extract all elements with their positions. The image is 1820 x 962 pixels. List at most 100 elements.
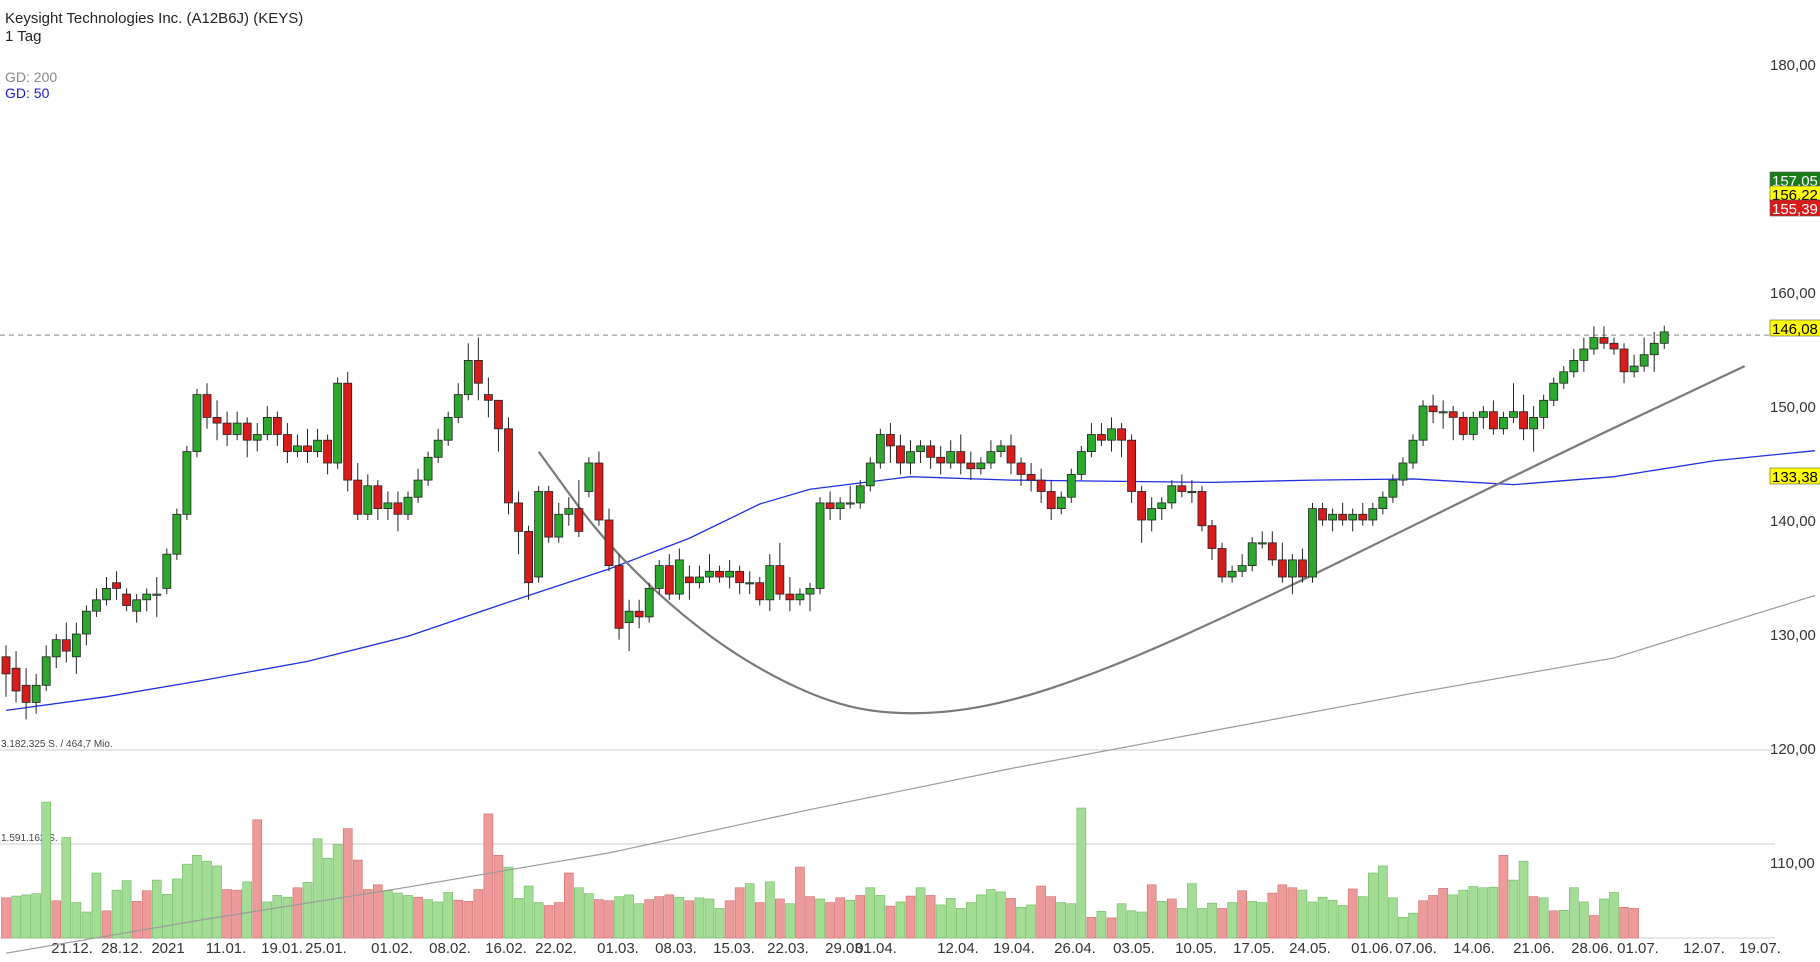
candle-body [755, 582, 765, 601]
candle [916, 440, 925, 463]
volume-bar [664, 894, 675, 939]
candle-body [182, 451, 192, 515]
candle-body [423, 456, 433, 481]
x-tick-label: 01.04. [855, 940, 897, 957]
candle [1619, 343, 1629, 384]
volume-bar [885, 905, 896, 939]
candle [1, 645, 11, 697]
candle-body [1117, 428, 1126, 441]
candle [976, 457, 986, 475]
volume-bar [704, 898, 715, 939]
candle-body [453, 394, 463, 418]
candle [1539, 394, 1549, 429]
candle [1107, 417, 1116, 452]
volume-bar [795, 866, 805, 939]
candle [1378, 491, 1388, 515]
candle [61, 622, 71, 663]
price-tag-label: 133,38 [1772, 469, 1818, 486]
volume-bar [1398, 917, 1408, 939]
candle [664, 554, 674, 600]
candle [956, 434, 966, 475]
candle [705, 554, 714, 583]
candle-body [393, 502, 403, 515]
candle [353, 463, 363, 520]
volume-bar [141, 890, 152, 939]
candle [1408, 434, 1418, 469]
y-tick-label: 180,00 [1770, 57, 1816, 74]
volume-bar [1136, 911, 1147, 939]
candle [886, 423, 895, 463]
candle-body [303, 445, 312, 452]
volume-bar [242, 881, 252, 939]
volume-bar [192, 854, 202, 939]
volume-bar [543, 905, 554, 939]
sma50-legend[interactable]: GD: 50 [5, 85, 50, 101]
candle [634, 599, 644, 629]
candle-body [212, 416, 222, 424]
candle [775, 542, 785, 600]
candle [695, 565, 704, 589]
candle [745, 571, 755, 595]
candle [1599, 326, 1609, 349]
candle [1579, 337, 1589, 372]
candle-body [1026, 473, 1036, 481]
candle-body [946, 451, 956, 464]
candle [1629, 354, 1639, 378]
candle [1267, 531, 1277, 566]
sma200-legend[interactable]: GD: 200 [5, 69, 58, 85]
candle [1056, 491, 1066, 515]
volume-bar [413, 896, 423, 939]
x-tick-label: 08.02. [429, 940, 471, 957]
x-tick-label: 22.03. [767, 940, 809, 957]
volume-bar [604, 900, 614, 939]
candle-body [1358, 513, 1368, 521]
candle-body [1127, 439, 1136, 492]
volume-bar [1076, 807, 1087, 939]
candle [383, 491, 393, 520]
candle-body [122, 593, 131, 606]
volume-bar [31, 893, 41, 939]
candle [815, 497, 825, 595]
candle [1318, 502, 1327, 526]
volume-bar [855, 895, 866, 939]
candle [313, 428, 322, 458]
volume-bar [1237, 890, 1247, 939]
candle [755, 577, 765, 606]
candle-body [433, 439, 443, 458]
volume-bar [1388, 897, 1398, 939]
volume-bar [614, 896, 624, 939]
candle-body [202, 394, 212, 418]
volume-bar [996, 891, 1006, 939]
volume-bar [362, 889, 373, 939]
x-tick-label: 11.01. [206, 940, 247, 957]
candle-body [192, 394, 202, 453]
volume-bar [734, 887, 745, 939]
candle-body [896, 445, 905, 464]
sma50-line [5, 450, 1816, 712]
volume-bar [563, 872, 574, 939]
candle-body [71, 633, 81, 658]
volume-bar [624, 894, 634, 939]
x-tick-label: 07.06. [1395, 940, 1437, 957]
volume-bar [835, 897, 845, 939]
candle-body [403, 496, 413, 515]
candle [584, 457, 594, 498]
volume-bar [21, 894, 31, 939]
candle [1448, 406, 1458, 441]
volume-bar [895, 901, 906, 939]
candle-body [1056, 496, 1066, 510]
x-tick-label: 14.06. [1453, 940, 1495, 957]
candle-body [835, 502, 845, 509]
candle [262, 406, 272, 441]
x-tick-label: 17.05. [1233, 940, 1275, 957]
candle-body [1428, 405, 1438, 413]
volume-bar [1277, 884, 1288, 939]
candle-body [323, 439, 333, 464]
candle-body [1097, 434, 1106, 441]
x-tick-label: 01.02. [371, 940, 413, 957]
candle [1438, 400, 1448, 429]
candle [463, 343, 473, 401]
candle-body [674, 559, 684, 595]
candle-body [785, 593, 795, 601]
